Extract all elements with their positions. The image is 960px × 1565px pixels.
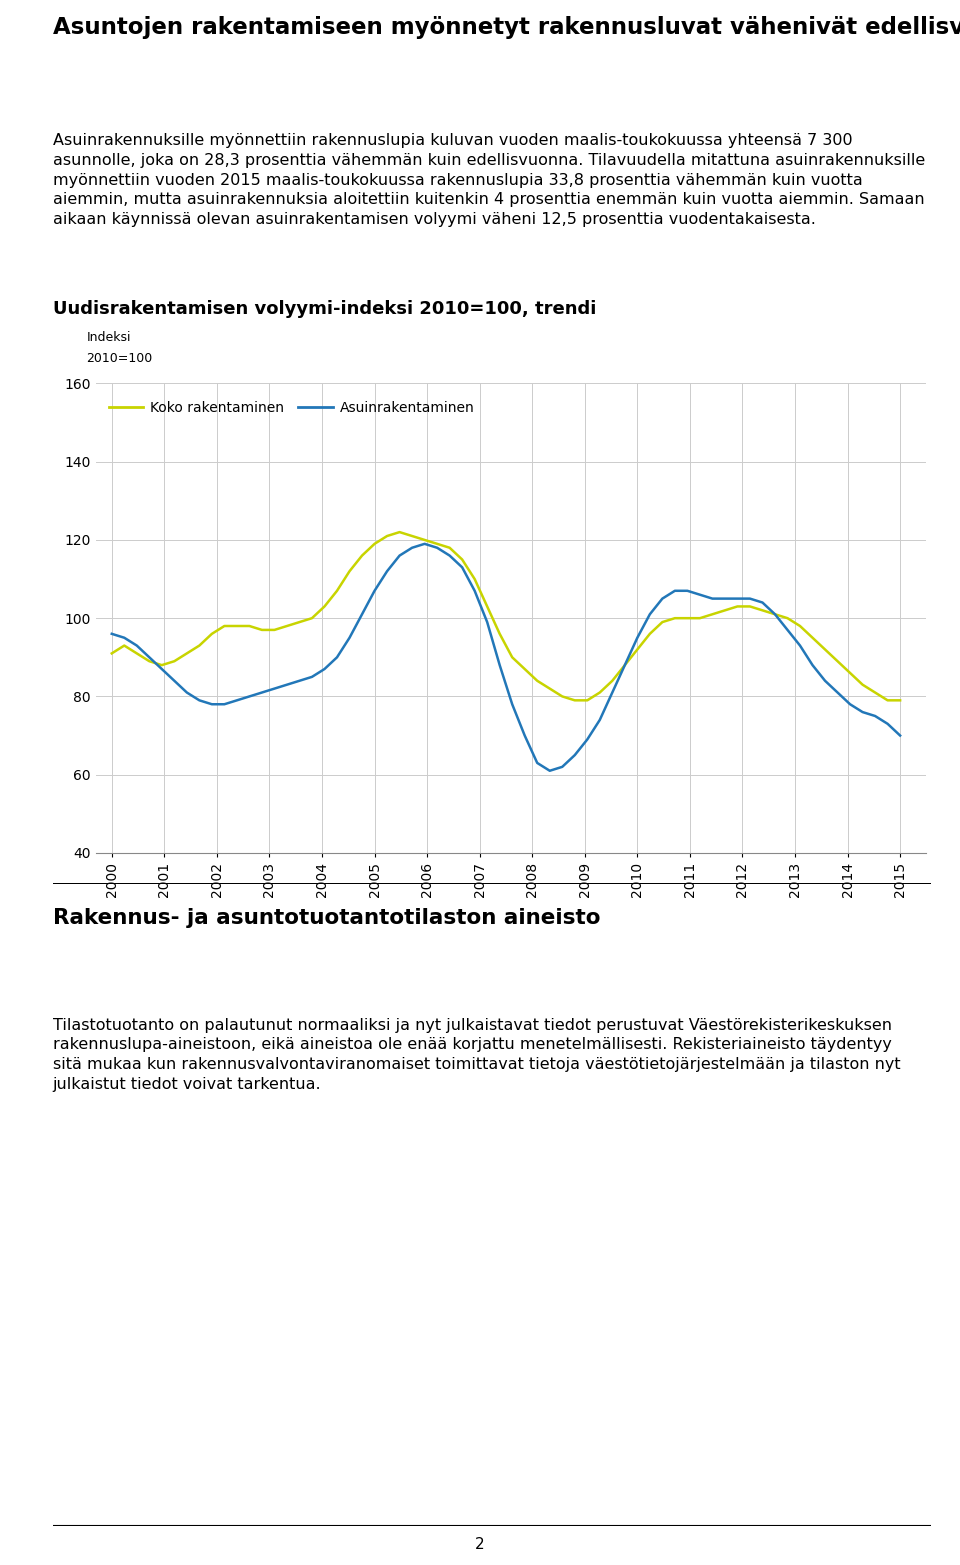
Text: Asuinrakennuksille myönnettiin rakennuslupia kuluvan vuoden maalis-toukokuussa y: Asuinrakennuksille myönnettiin rakennusl… xyxy=(53,133,925,227)
Text: Uudisrakentamisen volyymi-indeksi 2010=100, trendi: Uudisrakentamisen volyymi-indeksi 2010=1… xyxy=(53,299,596,318)
Text: Asuntojen rakentamiseen myönnetyt rakennusluvat vähenivät edellisvuodesta: Asuntojen rakentamiseen myönnetyt rakenn… xyxy=(53,16,960,39)
Text: Tilastotuotanto on palautunut normaaliksi ja nyt julkaistavat tiedot perustuvat : Tilastotuotanto on palautunut normaaliks… xyxy=(53,1017,900,1092)
Text: 2: 2 xyxy=(475,1537,485,1552)
Text: Indeksi: Indeksi xyxy=(86,332,131,344)
Legend: Koko rakentaminen, Asuinrakentaminen: Koko rakentaminen, Asuinrakentaminen xyxy=(103,394,480,419)
Text: 2010=100: 2010=100 xyxy=(86,352,153,365)
Text: Rakennus- ja asuntotuotantotilaston aineisto: Rakennus- ja asuntotuotantotilaston aine… xyxy=(53,908,600,928)
